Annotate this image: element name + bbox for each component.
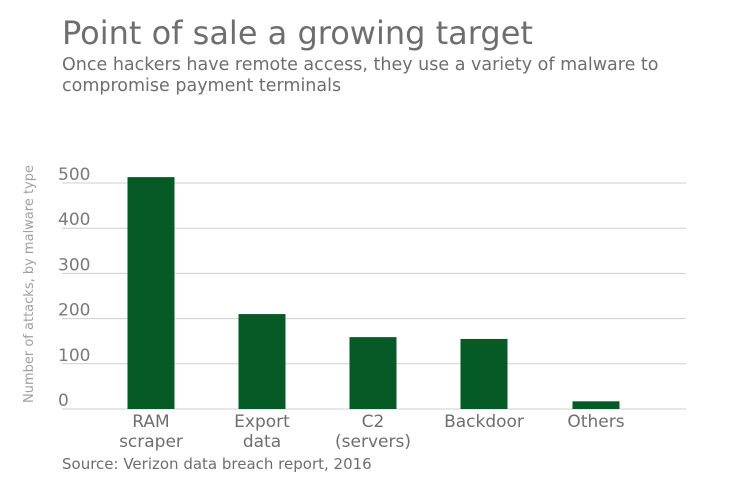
y-tick-label-200: 200	[58, 301, 90, 321]
x-axis-categories: RAM scraper Export data C2 (servers) Backdoor O…	[119, 412, 625, 452]
bar-2	[349, 337, 397, 409]
source-note: Source: Verizon data breach report, 2016	[62, 455, 372, 473]
bars	[127, 177, 620, 409]
chart-title: Point of sale a growing target	[62, 14, 533, 52]
y-tick-label-0: 0	[58, 391, 69, 411]
y-axis-ticks: 0 100 200 300 400 500	[58, 165, 90, 411]
y-axis-title: Number of attacks, by malware type	[22, 165, 37, 403]
bar-0	[127, 177, 175, 409]
y-tick-label-300: 300	[58, 255, 90, 275]
x-category-label-3: Backdoor	[444, 412, 524, 432]
y-tick-label-500: 500	[58, 165, 90, 185]
x-category-label-0: RAM scraper	[119, 412, 183, 452]
chart-subtitle: Once hackers have remote access, they us…	[62, 55, 659, 96]
y-tick-label-400: 400	[58, 210, 90, 230]
bar-3	[460, 338, 508, 409]
bar-4	[572, 401, 620, 409]
y-tick-label-100: 100	[58, 346, 90, 366]
bar-1	[238, 314, 286, 409]
x-category-label-2: C2 (servers)	[335, 412, 411, 452]
x-category-label-4: Others	[567, 412, 624, 432]
x-category-label-1: Export data	[234, 412, 290, 452]
